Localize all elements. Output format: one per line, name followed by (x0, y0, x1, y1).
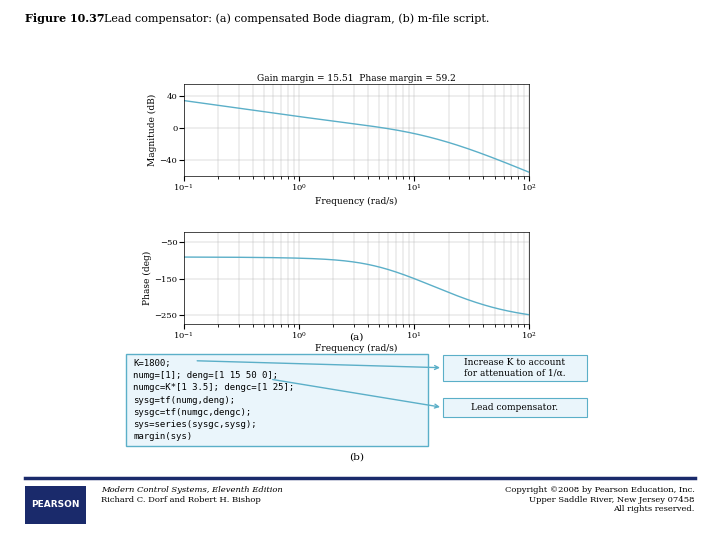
Text: (a): (a) (349, 332, 364, 341)
Y-axis label: Magnitude (dB): Magnitude (dB) (148, 94, 157, 166)
Text: PEARSON: PEARSON (32, 501, 80, 509)
Text: Lead compensator.: Lead compensator. (471, 403, 559, 412)
Text: Lead compensator: (a) compensated Bode diagram, (b) m-file script.: Lead compensator: (a) compensated Bode d… (97, 14, 490, 24)
Text: K=1800;
numg=[1]; deng=[1 15 50 0];
numgc=K*[1 3.5]; dengc=[1 25];
sysg=tf(numg,: K=1800; numg=[1]; deng=[1 15 50 0]; numg… (133, 359, 294, 441)
X-axis label: Frequency (rad/s): Frequency (rad/s) (315, 345, 397, 354)
Title: Gain margin = 15.51  Phase margin = 59.2: Gain margin = 15.51 Phase margin = 59.2 (257, 74, 456, 83)
Text: Upper Saddle River, New Jersey 07458: Upper Saddle River, New Jersey 07458 (529, 496, 695, 504)
Text: (b): (b) (349, 453, 364, 462)
Text: Increase K to account
for attenuation of 1/α.: Increase K to account for attenuation of… (464, 358, 566, 377)
Text: Figure 10.37: Figure 10.37 (25, 14, 105, 24)
X-axis label: Frequency (rad/s): Frequency (rad/s) (315, 197, 397, 206)
Text: Richard C. Dorf and Robert H. Bishop: Richard C. Dorf and Robert H. Bishop (101, 496, 261, 504)
Text: Copyright ©2008 by Pearson Education, Inc.: Copyright ©2008 by Pearson Education, In… (505, 486, 695, 494)
Text: All rights reserved.: All rights reserved. (613, 505, 695, 514)
Y-axis label: Phase (deg): Phase (deg) (143, 251, 152, 305)
Text: Modern Control Systems, Eleventh Edition: Modern Control Systems, Eleventh Edition (101, 486, 282, 494)
